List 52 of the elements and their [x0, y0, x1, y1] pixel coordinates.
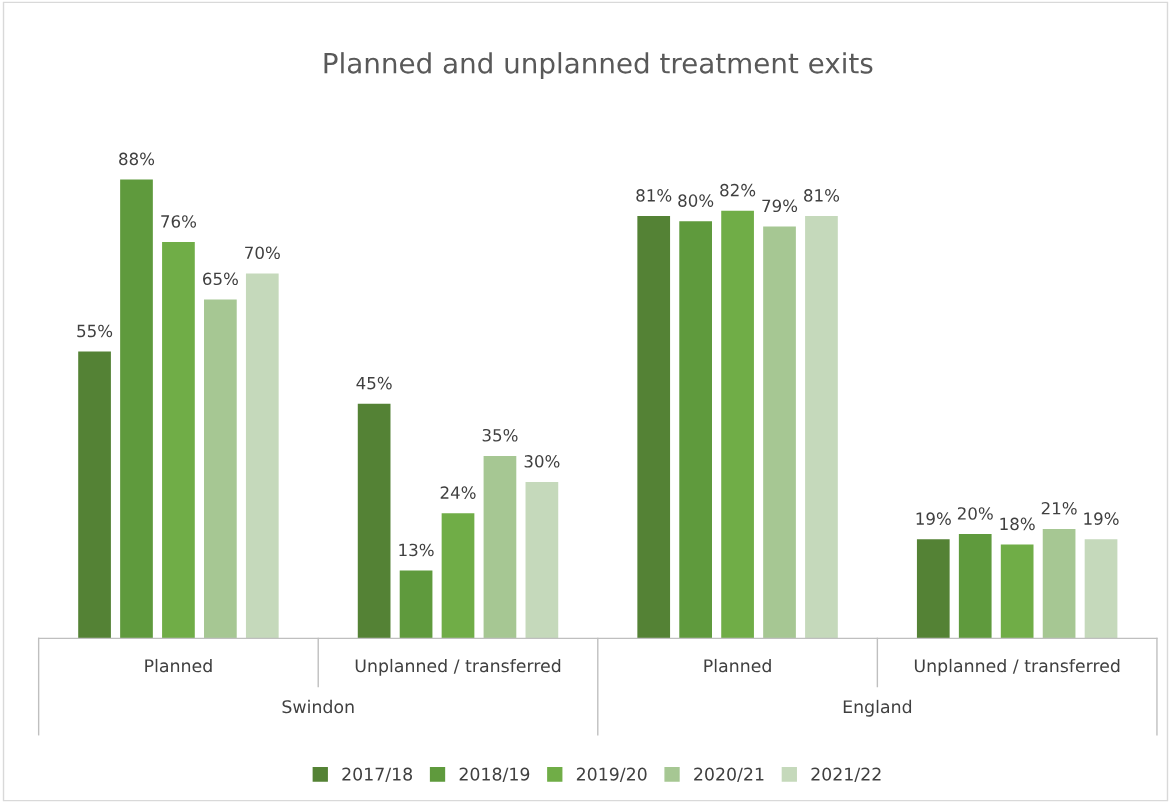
bar: [637, 216, 671, 639]
bar: [204, 299, 237, 639]
legend-label: 2019/20: [576, 767, 647, 783]
legend-label: 2017/18: [342, 767, 413, 783]
legend-label: 2020/21: [694, 767, 764, 783]
data-label: 19%: [916, 512, 951, 525]
chart-title: Planned and unplanned treatment exits: [324, 52, 873, 80]
bar: [958, 534, 992, 639]
bar: [1084, 539, 1118, 639]
legend-label: 2021/22: [811, 767, 881, 783]
bar: [120, 179, 153, 639]
bar: [357, 403, 391, 639]
bar: [721, 210, 754, 639]
bar: [1000, 544, 1034, 639]
x-tick-label: Planned: [145, 658, 212, 673]
bar: [441, 513, 475, 639]
x-tick-label: Planned: [704, 658, 771, 673]
text: England: [843, 699, 912, 717]
data-label: 88%: [119, 152, 155, 166]
data-label: 19%: [1084, 512, 1119, 525]
data-label: 24%: [440, 486, 476, 499]
bar: [162, 242, 195, 639]
bar: [399, 570, 433, 639]
data-label: 65%: [203, 272, 238, 286]
data-label: 81%: [636, 189, 672, 202]
data-label: 80%: [678, 194, 714, 207]
data-label: 21%: [1041, 501, 1077, 515]
data-label: 82%: [720, 183, 756, 197]
bar: [1042, 528, 1076, 639]
data-label: 30%: [524, 455, 560, 468]
data-label: 18%: [1000, 517, 1035, 531]
text: Swindon: [282, 699, 354, 714]
data-label: 55%: [77, 324, 113, 338]
data-label: 35%: [482, 428, 518, 442]
bar: [483, 455, 517, 639]
legend-label: 2018/19: [459, 767, 530, 783]
bar: [78, 351, 111, 639]
bar: [245, 273, 279, 639]
data-label: 45%: [356, 376, 392, 390]
bar: [525, 481, 559, 639]
bar: [763, 226, 796, 639]
data-label: 70%: [245, 246, 280, 260]
bar: [805, 216, 838, 639]
data-label: 20%: [957, 507, 993, 520]
data-label: 76%: [161, 215, 197, 228]
bar: [679, 221, 712, 639]
data-label: 13%: [399, 543, 434, 557]
data-label: 79%: [762, 199, 798, 213]
bar: [916, 539, 950, 639]
x-tick-label: Unplanned / transferred: [914, 658, 1120, 676]
data-label: 81%: [804, 189, 840, 202]
x-tick-label: Unplanned / transferred: [355, 658, 561, 676]
